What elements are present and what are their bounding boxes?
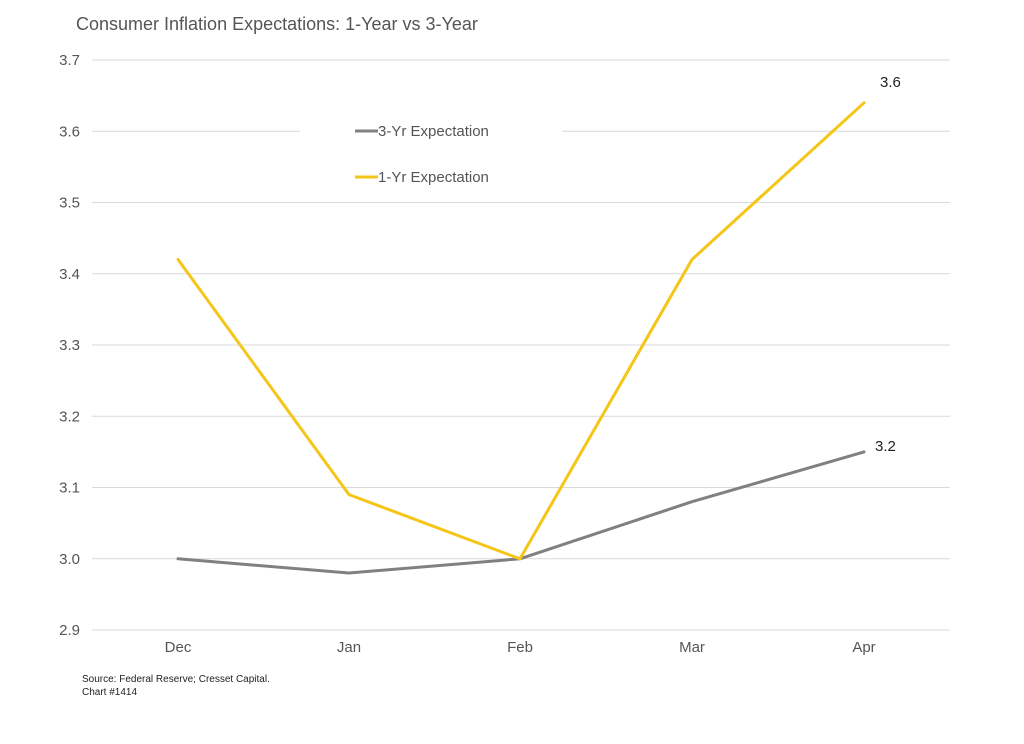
y-tick-label: 3.1	[59, 480, 80, 497]
legend-box	[300, 108, 562, 196]
chart-number: Chart #1414	[82, 687, 138, 698]
y-tick-label: 3.2	[59, 408, 80, 425]
y-tick-label: 3.7	[59, 52, 80, 69]
source-note: Source: Federal Reserve; Cresset Capital…	[82, 673, 270, 699]
source-text: Source: Federal Reserve; Cresset Capital…	[82, 674, 270, 685]
y-tick-label: 3.4	[59, 266, 80, 283]
x-tick-label: Feb	[507, 639, 533, 656]
y-tick-label: 3.6	[59, 123, 80, 140]
y-tick-label: 2.9	[59, 622, 80, 639]
chart-title: Consumer Inflation Expectations: 1-Year …	[76, 14, 478, 34]
x-tick-label: Jan	[337, 639, 361, 656]
x-tick-label: Dec	[165, 639, 192, 656]
data-label-1yr: 3.6	[880, 74, 901, 91]
y-tick-label: 3.0	[59, 551, 80, 568]
legend-label: 1-Yr Expectation	[378, 169, 489, 186]
y-tick-label: 3.3	[59, 337, 80, 354]
legend-label: 3-Yr Expectation	[378, 123, 489, 140]
y-tick-label: 3.5	[59, 195, 80, 212]
series-line-1yr	[176, 101, 866, 561]
x-tick-label: Mar	[679, 639, 705, 656]
x-tick-label: Apr	[852, 639, 875, 656]
data-label-3yr: 3.2	[875, 438, 896, 455]
